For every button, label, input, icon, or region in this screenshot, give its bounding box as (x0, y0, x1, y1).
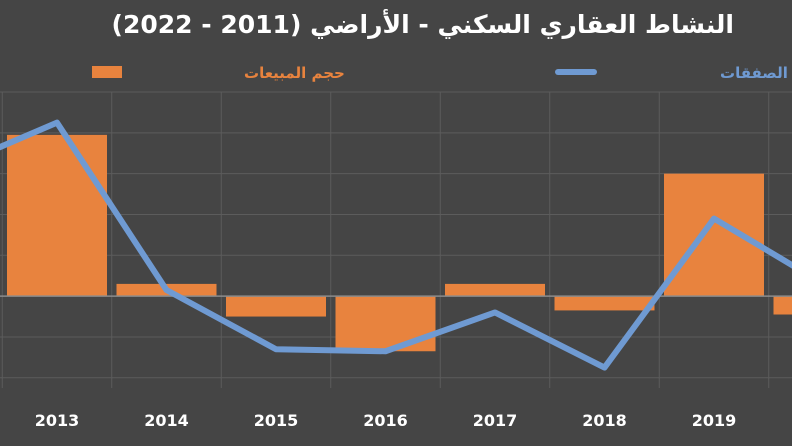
bar-edge-right (773, 296, 792, 315)
chart-title: النشاط العقاري السكني - الأراضي (2011 - … (111, 10, 734, 39)
bar-2019 (664, 173, 764, 297)
legend-label-sales-volume: حجم المبيعات (244, 64, 345, 82)
bar-2016 (335, 296, 436, 352)
legend: حجم المبيعات قيمة الصفقات (92, 64, 792, 82)
bar-2017 (445, 283, 545, 297)
x-tick-labels: 2013 2014 2015 2016 2017 2018 2019 (35, 411, 737, 430)
x-tick-label: 2016 (363, 411, 408, 430)
x-tick-label: 2014 (144, 411, 189, 430)
x-tick-label: 2018 (582, 411, 627, 430)
bar-2013 (7, 134, 107, 297)
line-series-deal-value (0, 119, 792, 371)
bar-2015 (226, 296, 326, 317)
x-tick-label: 2019 (692, 411, 737, 430)
legend-label-deal-value: قيمة الصفقات (720, 64, 792, 82)
x-tick-label: 2015 (254, 411, 299, 430)
x-tick-label: 2013 (35, 411, 80, 430)
bars (7, 134, 792, 352)
x-tick-label: 2017 (473, 411, 518, 430)
bar-2018 (554, 296, 655, 311)
legend-swatch-sales-volume (92, 66, 122, 78)
